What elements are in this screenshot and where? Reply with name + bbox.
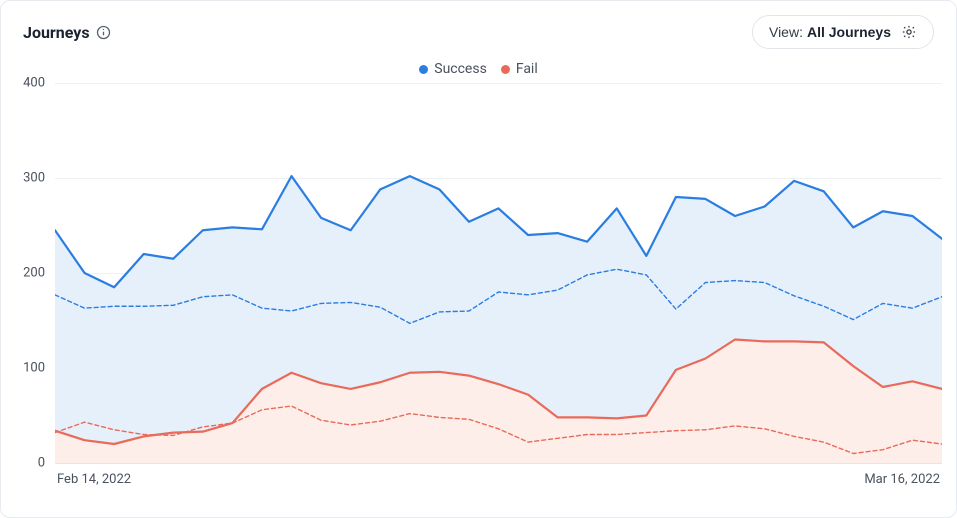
- y-tick-label: 400: [23, 76, 45, 91]
- chart-plot: [55, 83, 942, 464]
- view-label: View:: [769, 24, 803, 40]
- card-title: Journeys: [23, 23, 90, 42]
- gear-icon: [901, 24, 917, 40]
- y-tick-label: 200: [23, 266, 45, 281]
- y-axis-labels: 0100200300400: [1, 77, 55, 457]
- legend-dot-success: [419, 65, 428, 74]
- x-end-label: Mar 16, 2022: [864, 472, 940, 487]
- view-value: All Journeys: [807, 24, 891, 40]
- y-tick-label: 300: [23, 171, 45, 186]
- legend-label-success: Success: [434, 61, 487, 77]
- title-wrap: Journeys: [23, 23, 111, 42]
- y-tick-label: 0: [38, 456, 45, 471]
- x-axis-labels: Feb 14, 2022 Mar 16, 2022: [55, 464, 942, 487]
- legend-item-fail: Fail: [501, 61, 538, 77]
- x-start-label: Feb 14, 2022: [57, 472, 131, 487]
- view-selector-button[interactable]: View: All Journeys: [752, 15, 934, 49]
- y-tick-label: 100: [23, 361, 45, 376]
- legend-label-fail: Fail: [516, 61, 538, 77]
- legend-item-success: Success: [419, 61, 487, 77]
- chart-legend: Success Fail: [1, 61, 956, 77]
- card-header: Journeys View: All Journeys: [1, 1, 956, 47]
- legend-dot-fail: [501, 65, 510, 74]
- chart-zone: 0 100 200 300 400 Feb 14, 2022 Mar 16, 2022: [1, 77, 956, 487]
- info-icon[interactable]: [96, 25, 111, 40]
- journeys-card: Journeys View: All Journeys S: [0, 0, 957, 518]
